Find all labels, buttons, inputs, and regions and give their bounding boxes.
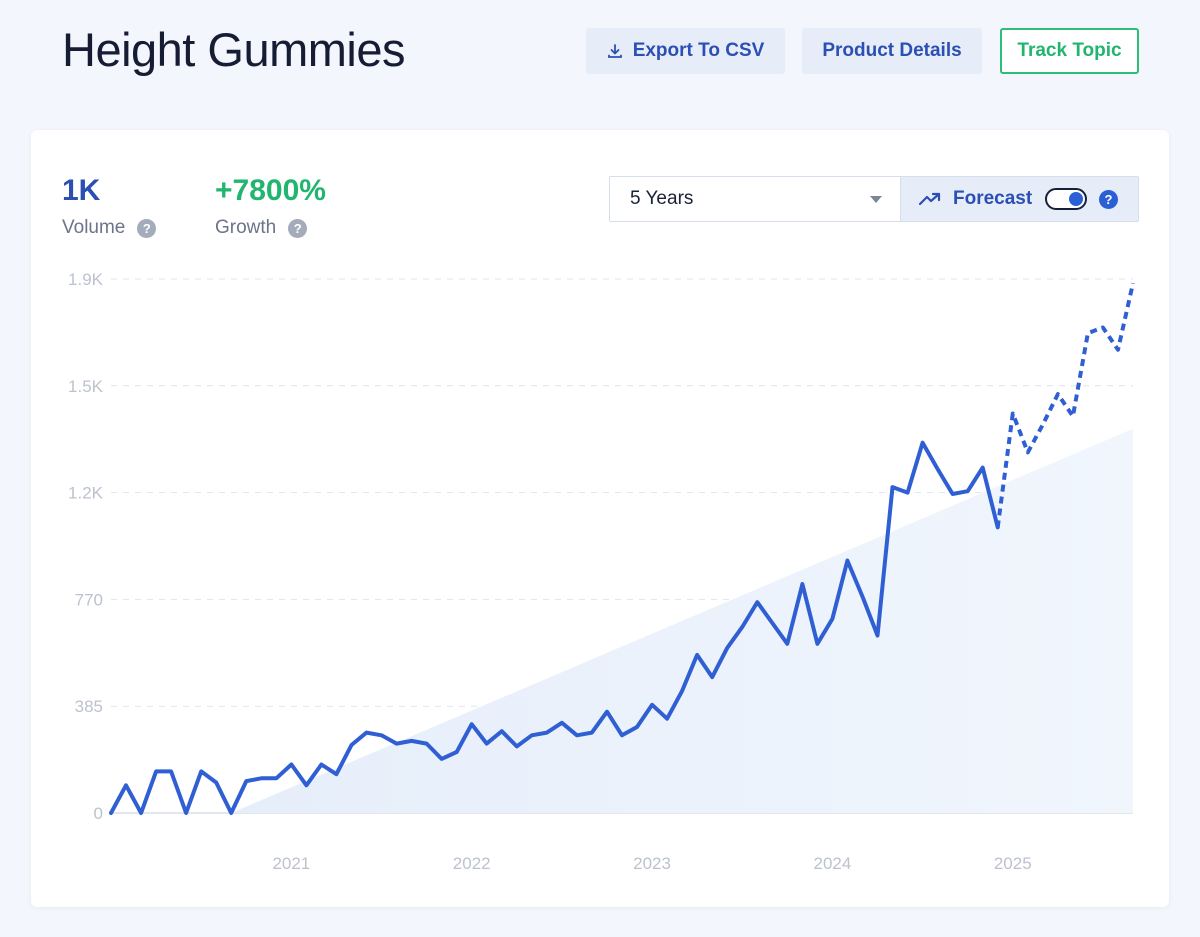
chart-card: 1K Volume ? +7800% Growth ? 5 Years Fore… bbox=[31, 130, 1169, 907]
product-details-button[interactable]: Product Details bbox=[802, 28, 982, 74]
y-tick-label: 1.2K bbox=[68, 484, 104, 503]
export-csv-button[interactable]: Export To CSV bbox=[586, 28, 785, 74]
time-range-select[interactable]: 5 Years bbox=[609, 176, 901, 222]
x-tick-label: 2024 bbox=[813, 854, 851, 873]
export-csv-label: Export To CSV bbox=[632, 40, 765, 61]
volume-chart: 0 385 770 1.2K 1.5K 1.9K 2021 2022 2023 2024 2025 bbox=[68, 270, 1135, 873]
trend-area bbox=[231, 428, 1133, 813]
track-topic-label: Track Topic bbox=[1017, 40, 1122, 61]
x-tick-label: 2025 bbox=[994, 854, 1032, 873]
volume-value: 1K bbox=[62, 174, 101, 207]
x-tick-label: 2021 bbox=[272, 854, 310, 873]
forecast-label: Forecast bbox=[953, 188, 1033, 209]
y-tick-label: 770 bbox=[75, 590, 103, 609]
forecast-toggle[interactable] bbox=[1045, 188, 1087, 210]
track-topic-button[interactable]: Track Topic bbox=[1000, 28, 1139, 74]
forecast-help-icon[interactable]: ? bbox=[1099, 190, 1118, 209]
trend-up-icon bbox=[919, 192, 941, 206]
growth-label-group: Growth ? bbox=[215, 217, 308, 239]
x-tick-label: 2023 bbox=[633, 854, 671, 873]
y-tick-label: 1.9K bbox=[68, 270, 104, 289]
y-tick-label: 0 bbox=[94, 804, 103, 823]
volume-help-icon[interactable]: ? bbox=[137, 218, 157, 238]
growth-label: Growth bbox=[215, 217, 277, 238]
forecast-control: Forecast ? bbox=[901, 176, 1139, 222]
y-tick-label: 385 bbox=[75, 697, 103, 716]
growth-value: +7800% bbox=[215, 174, 326, 207]
download-icon bbox=[607, 44, 622, 58]
toggle-knob bbox=[1069, 192, 1083, 206]
volume-line bbox=[109, 440, 1000, 815]
volume-label: Volume bbox=[62, 217, 126, 238]
page-title: Height Gummies bbox=[62, 23, 406, 76]
growth-help-icon[interactable]: ? bbox=[288, 218, 308, 238]
time-range-value: 5 Years bbox=[630, 188, 694, 209]
x-tick-label: 2022 bbox=[453, 854, 491, 873]
volume-label-group: Volume ? bbox=[62, 217, 157, 239]
product-details-label: Product Details bbox=[822, 40, 962, 61]
y-tick-label: 1.5K bbox=[68, 377, 104, 396]
forecast-line bbox=[995, 282, 1135, 528]
chevron-down-icon bbox=[870, 195, 882, 203]
